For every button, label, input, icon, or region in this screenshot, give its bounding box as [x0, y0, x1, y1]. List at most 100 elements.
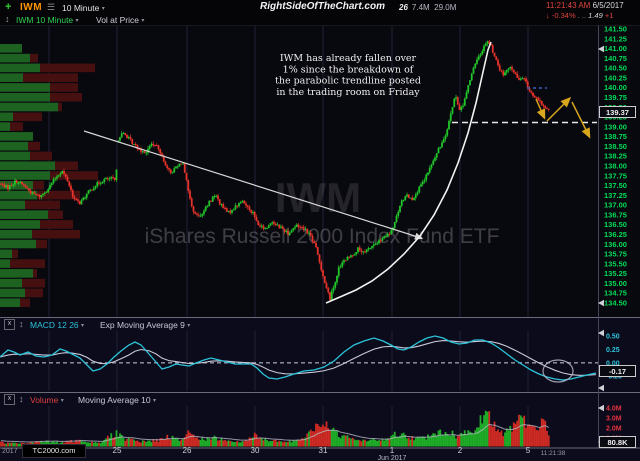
- macd-tick-label: 0.50: [606, 334, 620, 341]
- macd-tick-label: 0.00: [606, 360, 620, 367]
- price-tick-label: 141.50: [604, 25, 627, 34]
- price-tick-label: 135.50: [604, 259, 627, 268]
- price-tick-label: 140.75: [604, 54, 627, 63]
- annotation-line: the parabolic trendline posted: [275, 76, 421, 87]
- change-readout: ↓ -0.34% . .. 1.49 +1: [546, 11, 614, 20]
- crossover-circle: [542, 359, 574, 383]
- date-tick-label: 1: [390, 446, 395, 455]
- volume-value-label-box: [599, 436, 636, 448]
- bar-stats: 26 7.4M 29.0M: [399, 3, 457, 12]
- macd-signal-line: [0, 340, 597, 376]
- chevron-down-icon: ▾: [141, 18, 145, 24]
- volume-at-price-bars: [0, 44, 98, 308]
- pane-drag-handle[interactable]: ↕: [19, 319, 24, 329]
- price-tick-label: 138.50: [604, 142, 627, 151]
- watchlist-icon[interactable]: ☰: [47, 2, 56, 12]
- chevron-down-icon: ▾: [101, 6, 105, 12]
- price-tick-label: 136.50: [604, 220, 627, 229]
- projection-arrow: [546, 96, 572, 122]
- macd-line: [0, 335, 597, 381]
- price-overlays: [83, 41, 597, 304]
- volume-ma-dropdown[interactable]: Moving Average 10 ▾: [78, 395, 157, 405]
- price-tick-label: 139.75: [604, 93, 627, 102]
- macd-axis[interactable]: 0.50 0.25 0.00 -0.25-0.17: [598, 329, 636, 392]
- add-symbol-icon[interactable]: +: [5, 1, 12, 13]
- projection-arrow: [571, 101, 591, 139]
- date-tick-label: 30: [251, 446, 260, 455]
- price-tick-label: 136.00: [604, 240, 627, 249]
- volume-indicator-dropdown[interactable]: Volume ▾: [30, 395, 64, 405]
- price-tick-label: 141.25: [604, 34, 627, 43]
- descending-trendline: [83, 130, 424, 240]
- price-tick-label: 134.75: [604, 289, 627, 298]
- last-price-label: 139.37: [606, 108, 629, 117]
- macd-tick-label: -0.25: [606, 374, 622, 381]
- price-tick-label: 137.50: [604, 181, 627, 190]
- close-macd-icon[interactable]: x: [4, 319, 15, 330]
- price-tick-label: 135.75: [604, 250, 627, 259]
- session-time-label: 11:21:38: [541, 450, 566, 457]
- date-tick-label: 2: [458, 446, 463, 455]
- price-tick-label: 139.00: [604, 122, 627, 131]
- scale-marker-icon: [598, 45, 604, 53]
- annotation-line: IWM has already fallen over: [280, 53, 417, 64]
- price-tick-label: 140.25: [604, 73, 627, 82]
- scale-marker-icon: [598, 384, 604, 392]
- date-tick-label: 31: [319, 446, 328, 455]
- macd-ma-dropdown[interactable]: Exp Moving Average 9 ▾: [100, 320, 191, 330]
- price-tick-label: 136.25: [604, 230, 627, 239]
- price-tick-label: 134.50: [604, 299, 627, 308]
- annotation-line: in the trading room on Friday: [276, 87, 420, 98]
- volume-ma-line: [0, 423, 550, 443]
- vol-at-price-dropdown[interactable]: Vol at Price ▾: [96, 15, 145, 25]
- price-tick-label: 140.50: [604, 64, 627, 73]
- macd-tick-label: 0.25: [606, 347, 620, 354]
- volume-tick-label: 3.0M: [606, 416, 622, 423]
- main-toolbar: + IWM ☰ 10 Minute ▾ RightSideOfTheChart.…: [0, 0, 640, 25]
- chevron-down-icon: ▾: [81, 323, 85, 329]
- projection-arrow: [535, 98, 546, 120]
- candlestick-series: [0, 39, 550, 301]
- price-tick-label: 137.00: [604, 201, 627, 210]
- volume-value-label: 80.8K: [607, 438, 628, 447]
- date-tick-label: 5: [526, 446, 531, 455]
- chevron-down-icon: ▾: [187, 323, 191, 329]
- axis-year-label: 2017: [2, 448, 18, 455]
- scale-marker-icon: [598, 404, 604, 412]
- panel-separators: [0, 24, 640, 449]
- panel-backgrounds: [0, 25, 640, 461]
- price-tick-label: 138.75: [604, 132, 627, 141]
- pane-drag-handle[interactable]: ↕: [19, 394, 24, 404]
- macd-indicator-dropdown[interactable]: MACD 12 26 ▾: [30, 320, 85, 330]
- price-tick-label: 141.00: [604, 44, 627, 53]
- date-tick-label: 26: [183, 446, 192, 455]
- macd-panel-header: x ↕ MACD 12 26 ▾ Exp Moving Average 9 ▾: [0, 319, 600, 331]
- pane-drag-handle[interactable]: ↕: [5, 14, 10, 24]
- month-label: Jun 2017: [378, 455, 407, 461]
- price-tick-label: 137.75: [604, 171, 627, 180]
- close-volume-icon[interactable]: x: [4, 394, 15, 405]
- price-tick-label: 138.25: [604, 152, 627, 161]
- symbol-label[interactable]: IWM: [20, 2, 43, 13]
- volume-panel-header: x ↕ Volume ▾ Moving Average 10 ▾: [0, 394, 600, 406]
- macd-pane: [0, 335, 598, 383]
- price-axis[interactable]: 141.50141.25141.00140.75140.50140.25140.…: [598, 25, 636, 308]
- scale-marker-icon: [598, 329, 604, 337]
- date-tick-label: 25: [113, 446, 122, 455]
- price-tick-label: 138.00: [604, 162, 627, 171]
- series-dropdown[interactable]: IWM 10 Minute ▾: [16, 15, 79, 25]
- macd-value-label-box: [599, 365, 636, 377]
- price-tick-label: 135.25: [604, 269, 627, 278]
- site-watermark: RightSideOfTheChart.com: [259, 1, 385, 12]
- price-tick-label: 136.75: [604, 210, 627, 219]
- timeframe-dropdown[interactable]: 10 Minute ▾: [62, 3, 105, 13]
- watermark-name: iShares Russell 2000 Index Fund ETF: [145, 225, 500, 248]
- price-tick-label: 135.00: [604, 279, 627, 288]
- tc2000-logo: TC2000.com: [22, 444, 86, 458]
- price-tick-label: 137.25: [604, 191, 627, 200]
- volume-tick-label: 4.0M: [606, 406, 622, 413]
- last-price-label-box: [599, 106, 636, 118]
